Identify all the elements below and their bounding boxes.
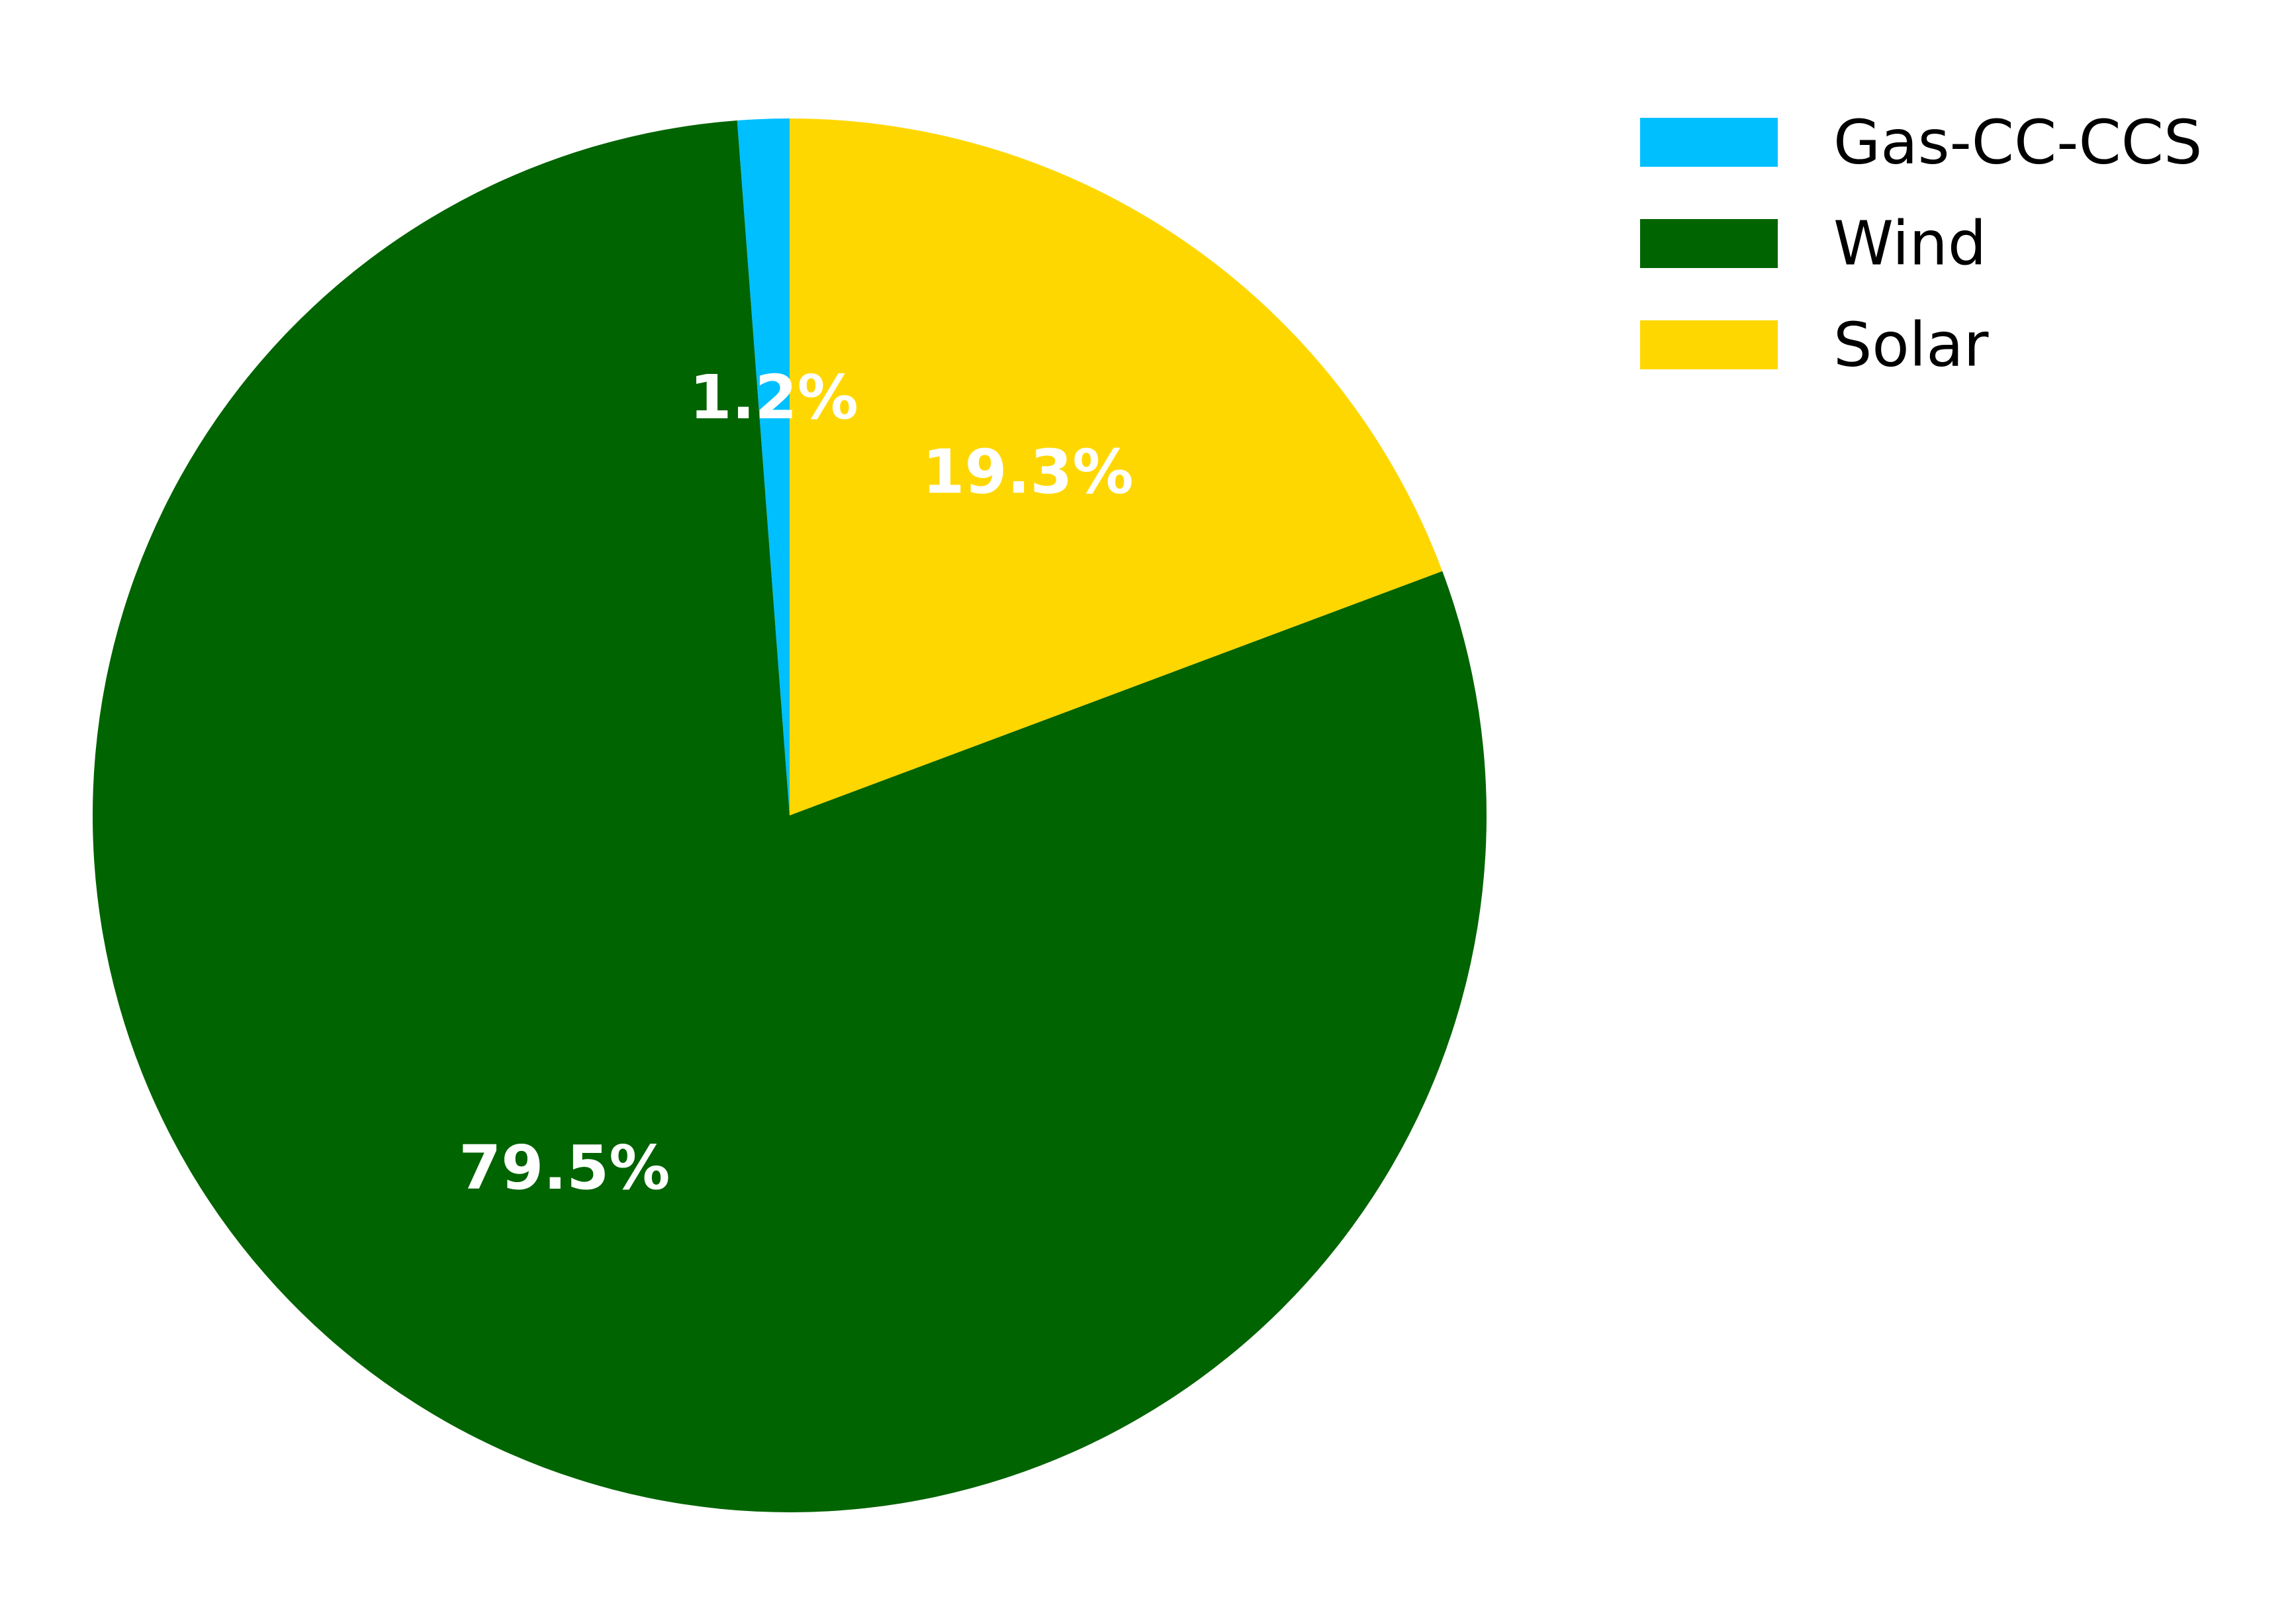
legend-label: Solar [1833, 310, 1989, 381]
pie-slice-label: 19.3% [922, 436, 1133, 507]
legend: Gas-CC-CCS Wind Solar [1640, 107, 2202, 381]
legend-swatch [1640, 118, 1778, 167]
pie-slice-label: 1.2% [690, 362, 858, 433]
pie-slice-label: 79.5% [459, 1132, 670, 1203]
pie-slice-wind [92, 120, 1487, 1513]
legend-swatch [1640, 219, 1778, 268]
pie-slice-solar [790, 118, 1443, 815]
legend-label: Gas-CC-CCS [1833, 107, 2202, 178]
pie-slices [92, 118, 1487, 1513]
pie-slice-gas-cc-ccs [737, 118, 790, 815]
legend-swatch [1640, 320, 1778, 369]
legend-label: Wind [1833, 208, 1986, 279]
pie-slice-labels: 1.2% 79.5% 19.3% [459, 362, 1133, 1203]
